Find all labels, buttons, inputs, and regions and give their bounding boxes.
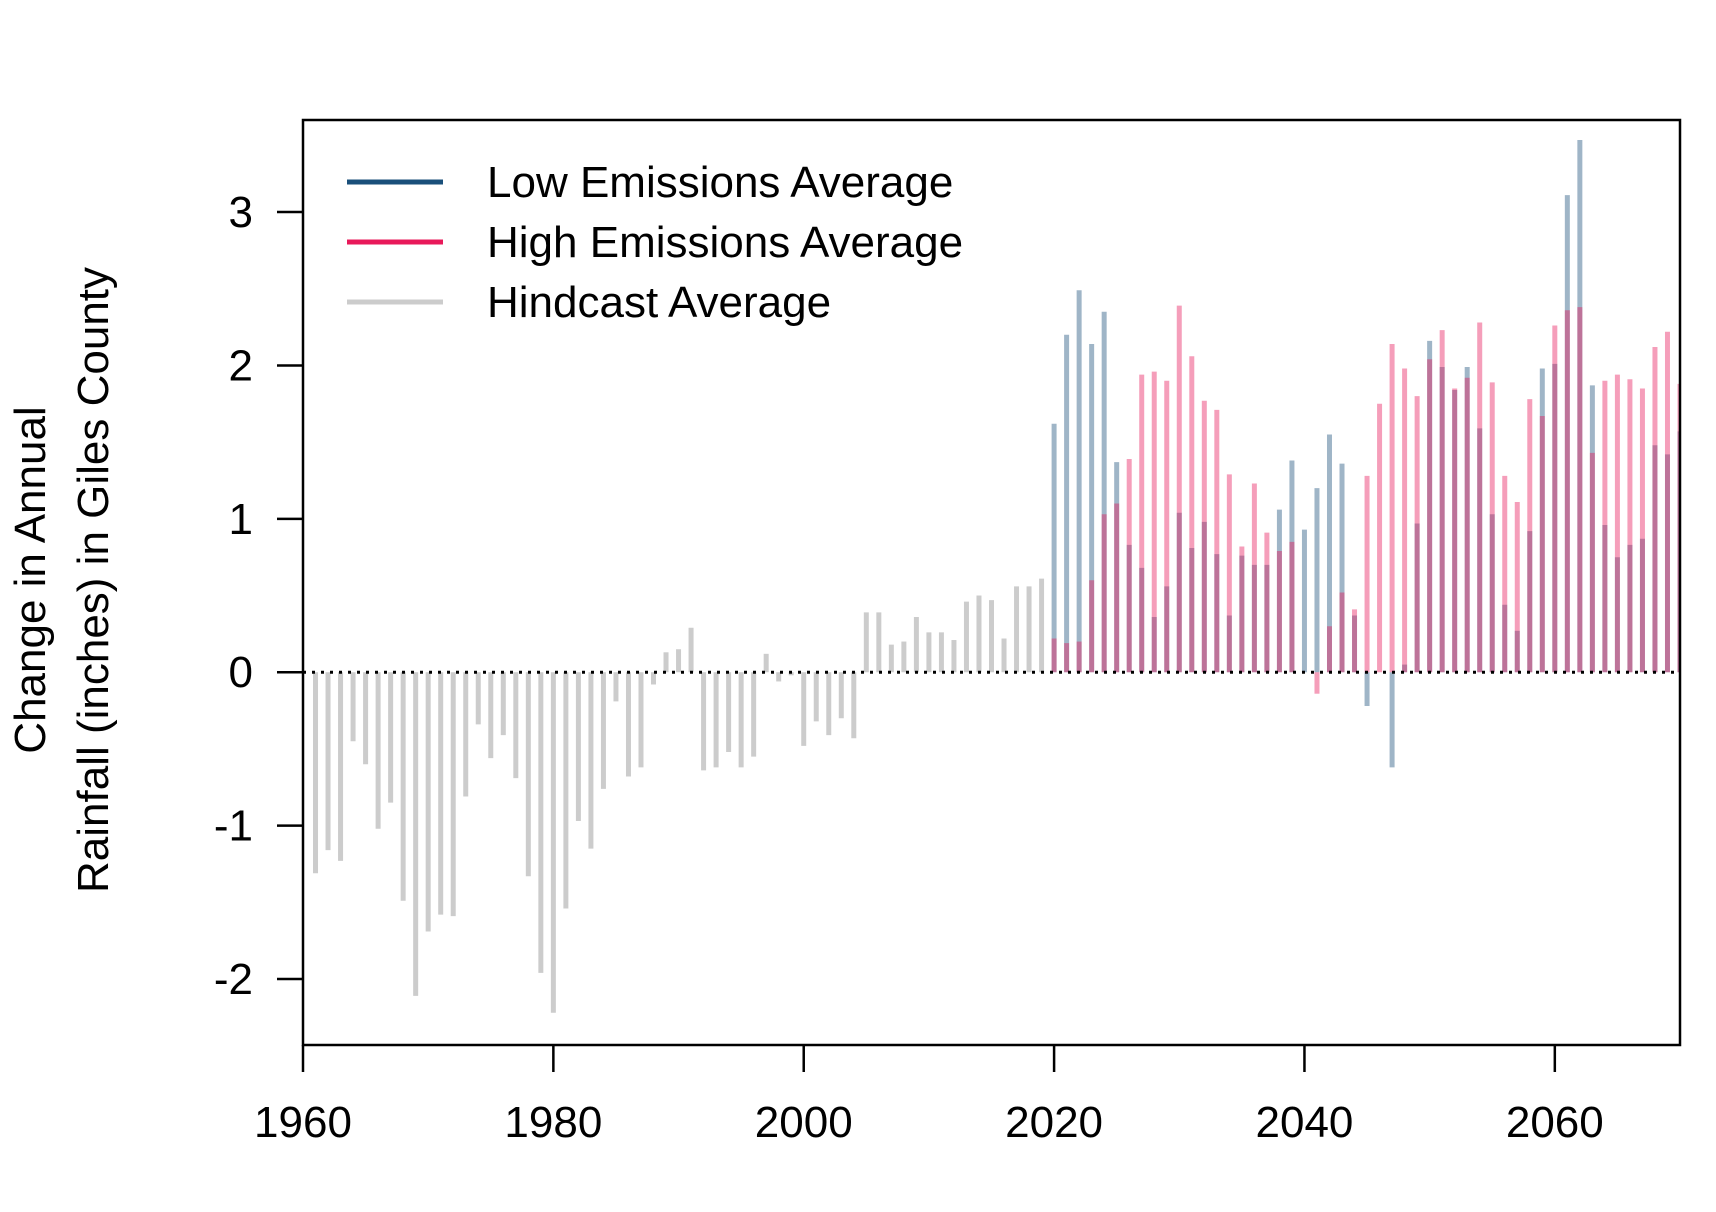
x-tick-label-1980: 1980 xyxy=(504,1098,602,1147)
y-axis-label-line2: Rainfall (inches) in Giles County xyxy=(69,267,118,893)
legend-label-high-emissions-average: High Emissions Average xyxy=(487,218,963,267)
plot-frame xyxy=(301,118,1682,1047)
y-tick-label-1: 1 xyxy=(229,495,253,544)
y-tick-label--1: -1 xyxy=(214,802,253,851)
legend-label-low-emissions-average: Low Emissions Average xyxy=(487,158,953,207)
bars-layer xyxy=(313,139,1680,1013)
y-tick-label-0: 0 xyxy=(229,648,253,697)
x-tick-label-2000: 2000 xyxy=(755,1098,853,1147)
x-tick-label-1960: 1960 xyxy=(254,1098,352,1147)
x-axis: 1960 1980 2000 2020 2040 2060 xyxy=(254,1045,1604,1147)
y-axis: -2 -1 0 1 2 3 xyxy=(214,188,303,1004)
y-tick-label-3: 3 xyxy=(229,188,253,237)
y-tick-label--2: -2 xyxy=(214,955,253,1004)
x-tick-label-2020: 2020 xyxy=(1005,1098,1103,1147)
x-tick-label-2040: 2040 xyxy=(1256,1098,1354,1147)
x-tick-label-2060: 2060 xyxy=(1506,1098,1604,1147)
high-emissions-average-series xyxy=(1051,305,1680,694)
legend: Low Emissions Average High Emissions Aver… xyxy=(347,158,963,327)
hindcast-average-series xyxy=(313,578,1045,1013)
y-axis-label: Change in Annual Rainfall (inches) in Gi… xyxy=(6,267,118,893)
low-emissions-average-series xyxy=(1051,139,1680,768)
y-axis-label-line1: Change in Annual xyxy=(6,406,55,753)
legend-label-hindcast-average: Hindcast Average xyxy=(487,278,831,327)
y-tick-label-2: 2 xyxy=(229,341,253,390)
